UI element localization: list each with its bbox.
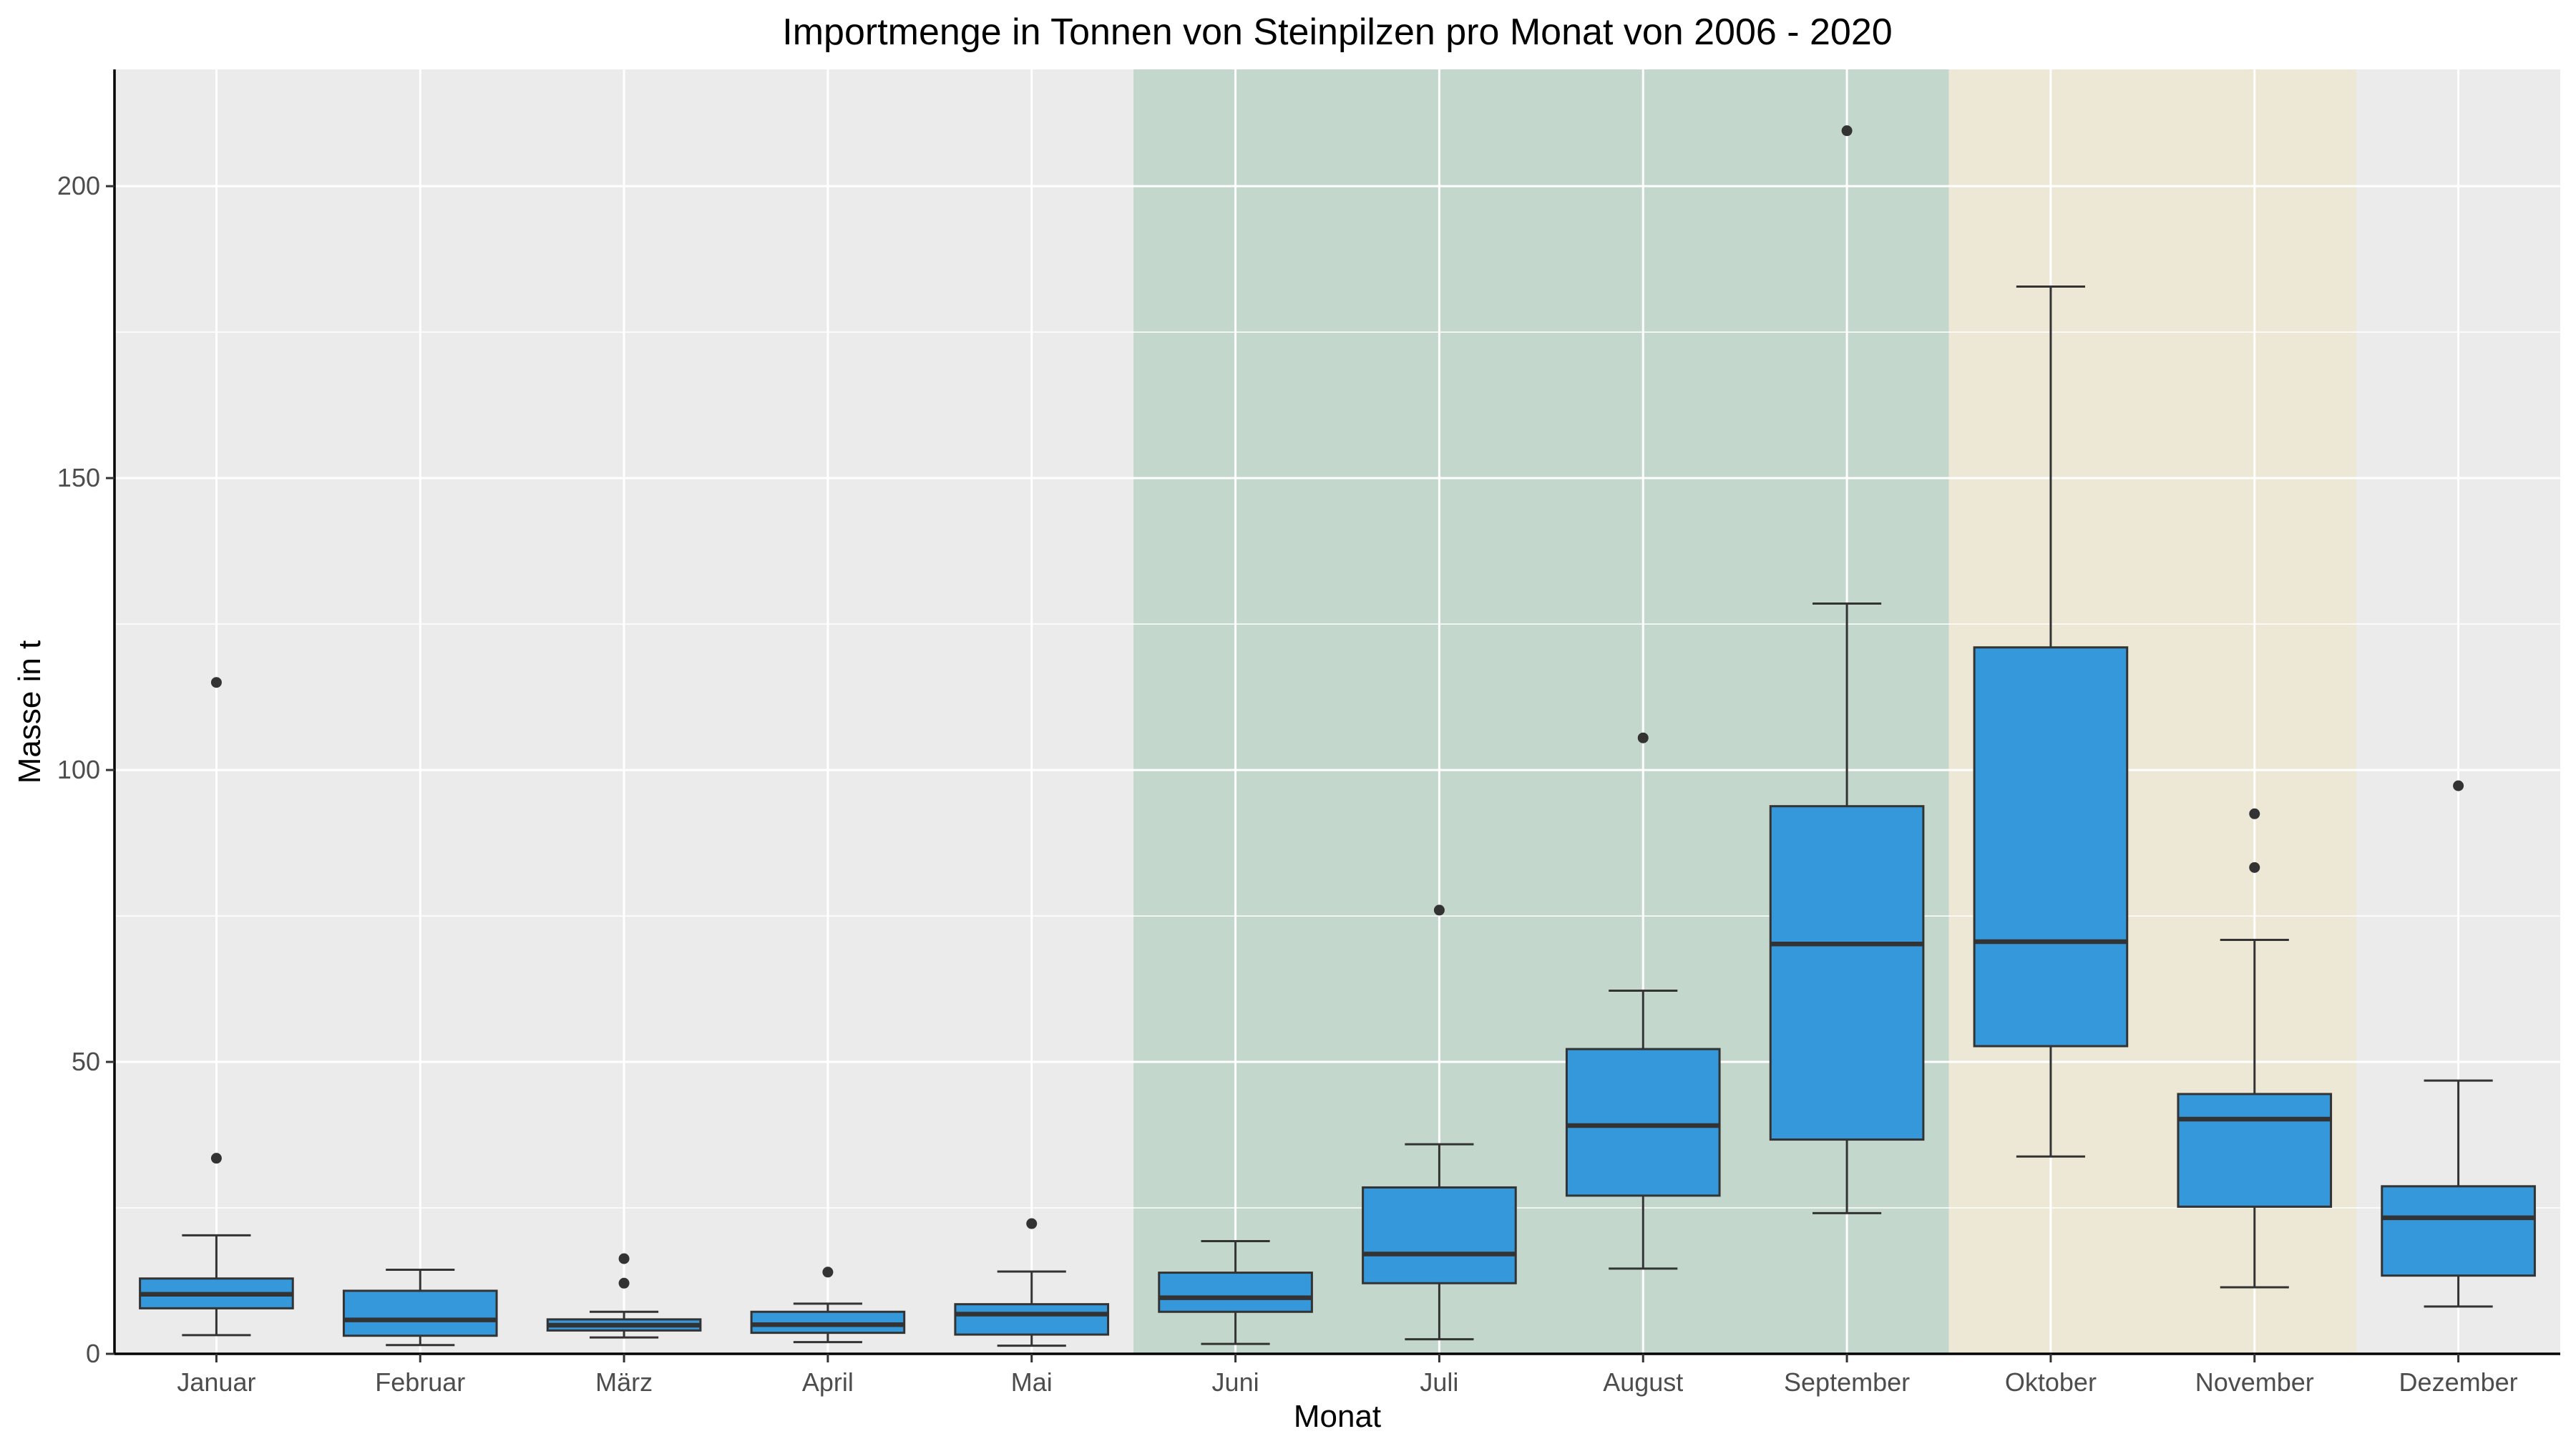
chart-title: Importmenge in Tonnen von Steinpilzen pr… <box>782 11 1892 53</box>
outlier-point <box>2249 862 2260 873</box>
highlight-band-1 <box>1133 69 1949 1354</box>
box-iqr <box>1158 1272 1313 1313</box>
box-iqr <box>1769 805 1925 1141</box>
box-iqr <box>750 1310 906 1335</box>
box-iqr <box>1973 646 2129 1048</box>
x-tick-label: Mai <box>1011 1367 1053 1397</box>
box-november <box>2177 808 2333 1289</box>
outlier-point <box>618 1277 630 1289</box>
highlight-bands <box>1133 69 2357 1354</box>
x-axis-title: Monat <box>1294 1399 1381 1434</box>
box-iqr <box>2381 1185 2536 1277</box>
y-tick-label: 200 <box>57 171 100 200</box>
outlier-point <box>210 677 222 688</box>
x-tick-label: April <box>802 1367 854 1397</box>
x-tick-label: Oktober <box>2005 1367 2097 1397</box>
x-tick-label: November <box>2195 1367 2314 1397</box>
x-axis-ticks: Januar Februar März April Mai Juni Juli August S… <box>177 1354 2518 1397</box>
box-juli <box>1362 904 1517 1341</box>
y-tick-label: 100 <box>57 755 100 784</box>
x-tick-label: Juli <box>1420 1367 1458 1397</box>
box-mai <box>954 1218 1110 1347</box>
box-iqr <box>2177 1093 2333 1208</box>
box-september <box>1769 125 1925 1214</box>
outlier-point <box>210 1153 222 1164</box>
outlier-point <box>2249 808 2260 819</box>
y-tick-label: 150 <box>57 463 100 492</box>
box-iqr <box>1565 1048 1721 1197</box>
outlier-point <box>2453 780 2464 791</box>
outlier-point <box>822 1267 834 1278</box>
box-iqr <box>1362 1186 1517 1284</box>
x-tick-label: März <box>595 1367 653 1397</box>
box-april <box>750 1267 906 1344</box>
box-august <box>1565 732 1721 1270</box>
axes <box>113 69 2560 1355</box>
outlier-point <box>1433 904 1445 916</box>
box-iqr <box>342 1289 498 1337</box>
x-tick-label: Dezember <box>2399 1367 2518 1397</box>
box-series <box>139 125 2536 1347</box>
y-axis-ticks: 0 50 100 150 200 <box>57 171 114 1368</box>
box-oktober <box>1973 286 2129 1158</box>
box-iqr <box>954 1303 1110 1336</box>
x-tick-label: August <box>1603 1367 1683 1397</box>
outlier-point <box>1637 732 1649 743</box>
x-tick-label: Januar <box>177 1367 255 1397</box>
box-februar <box>342 1269 498 1347</box>
box-märz <box>546 1253 702 1339</box>
x-tick-label: Juni <box>1212 1367 1259 1397</box>
box-juni <box>1158 1240 1313 1345</box>
outlier-point <box>1026 1218 1038 1229</box>
box-januar <box>139 677 294 1337</box>
y-tick-label: 50 <box>72 1047 100 1076</box>
x-tick-label: Februar <box>375 1367 465 1397</box>
x-tick-label: September <box>1784 1367 1910 1397</box>
y-tick-label: 0 <box>86 1339 100 1368</box>
outlier-point <box>1841 125 1853 137</box>
y-axis-title: Masse in t <box>12 640 47 784</box>
box-dezember <box>2381 780 2536 1308</box>
outlier-point <box>618 1253 630 1264</box>
